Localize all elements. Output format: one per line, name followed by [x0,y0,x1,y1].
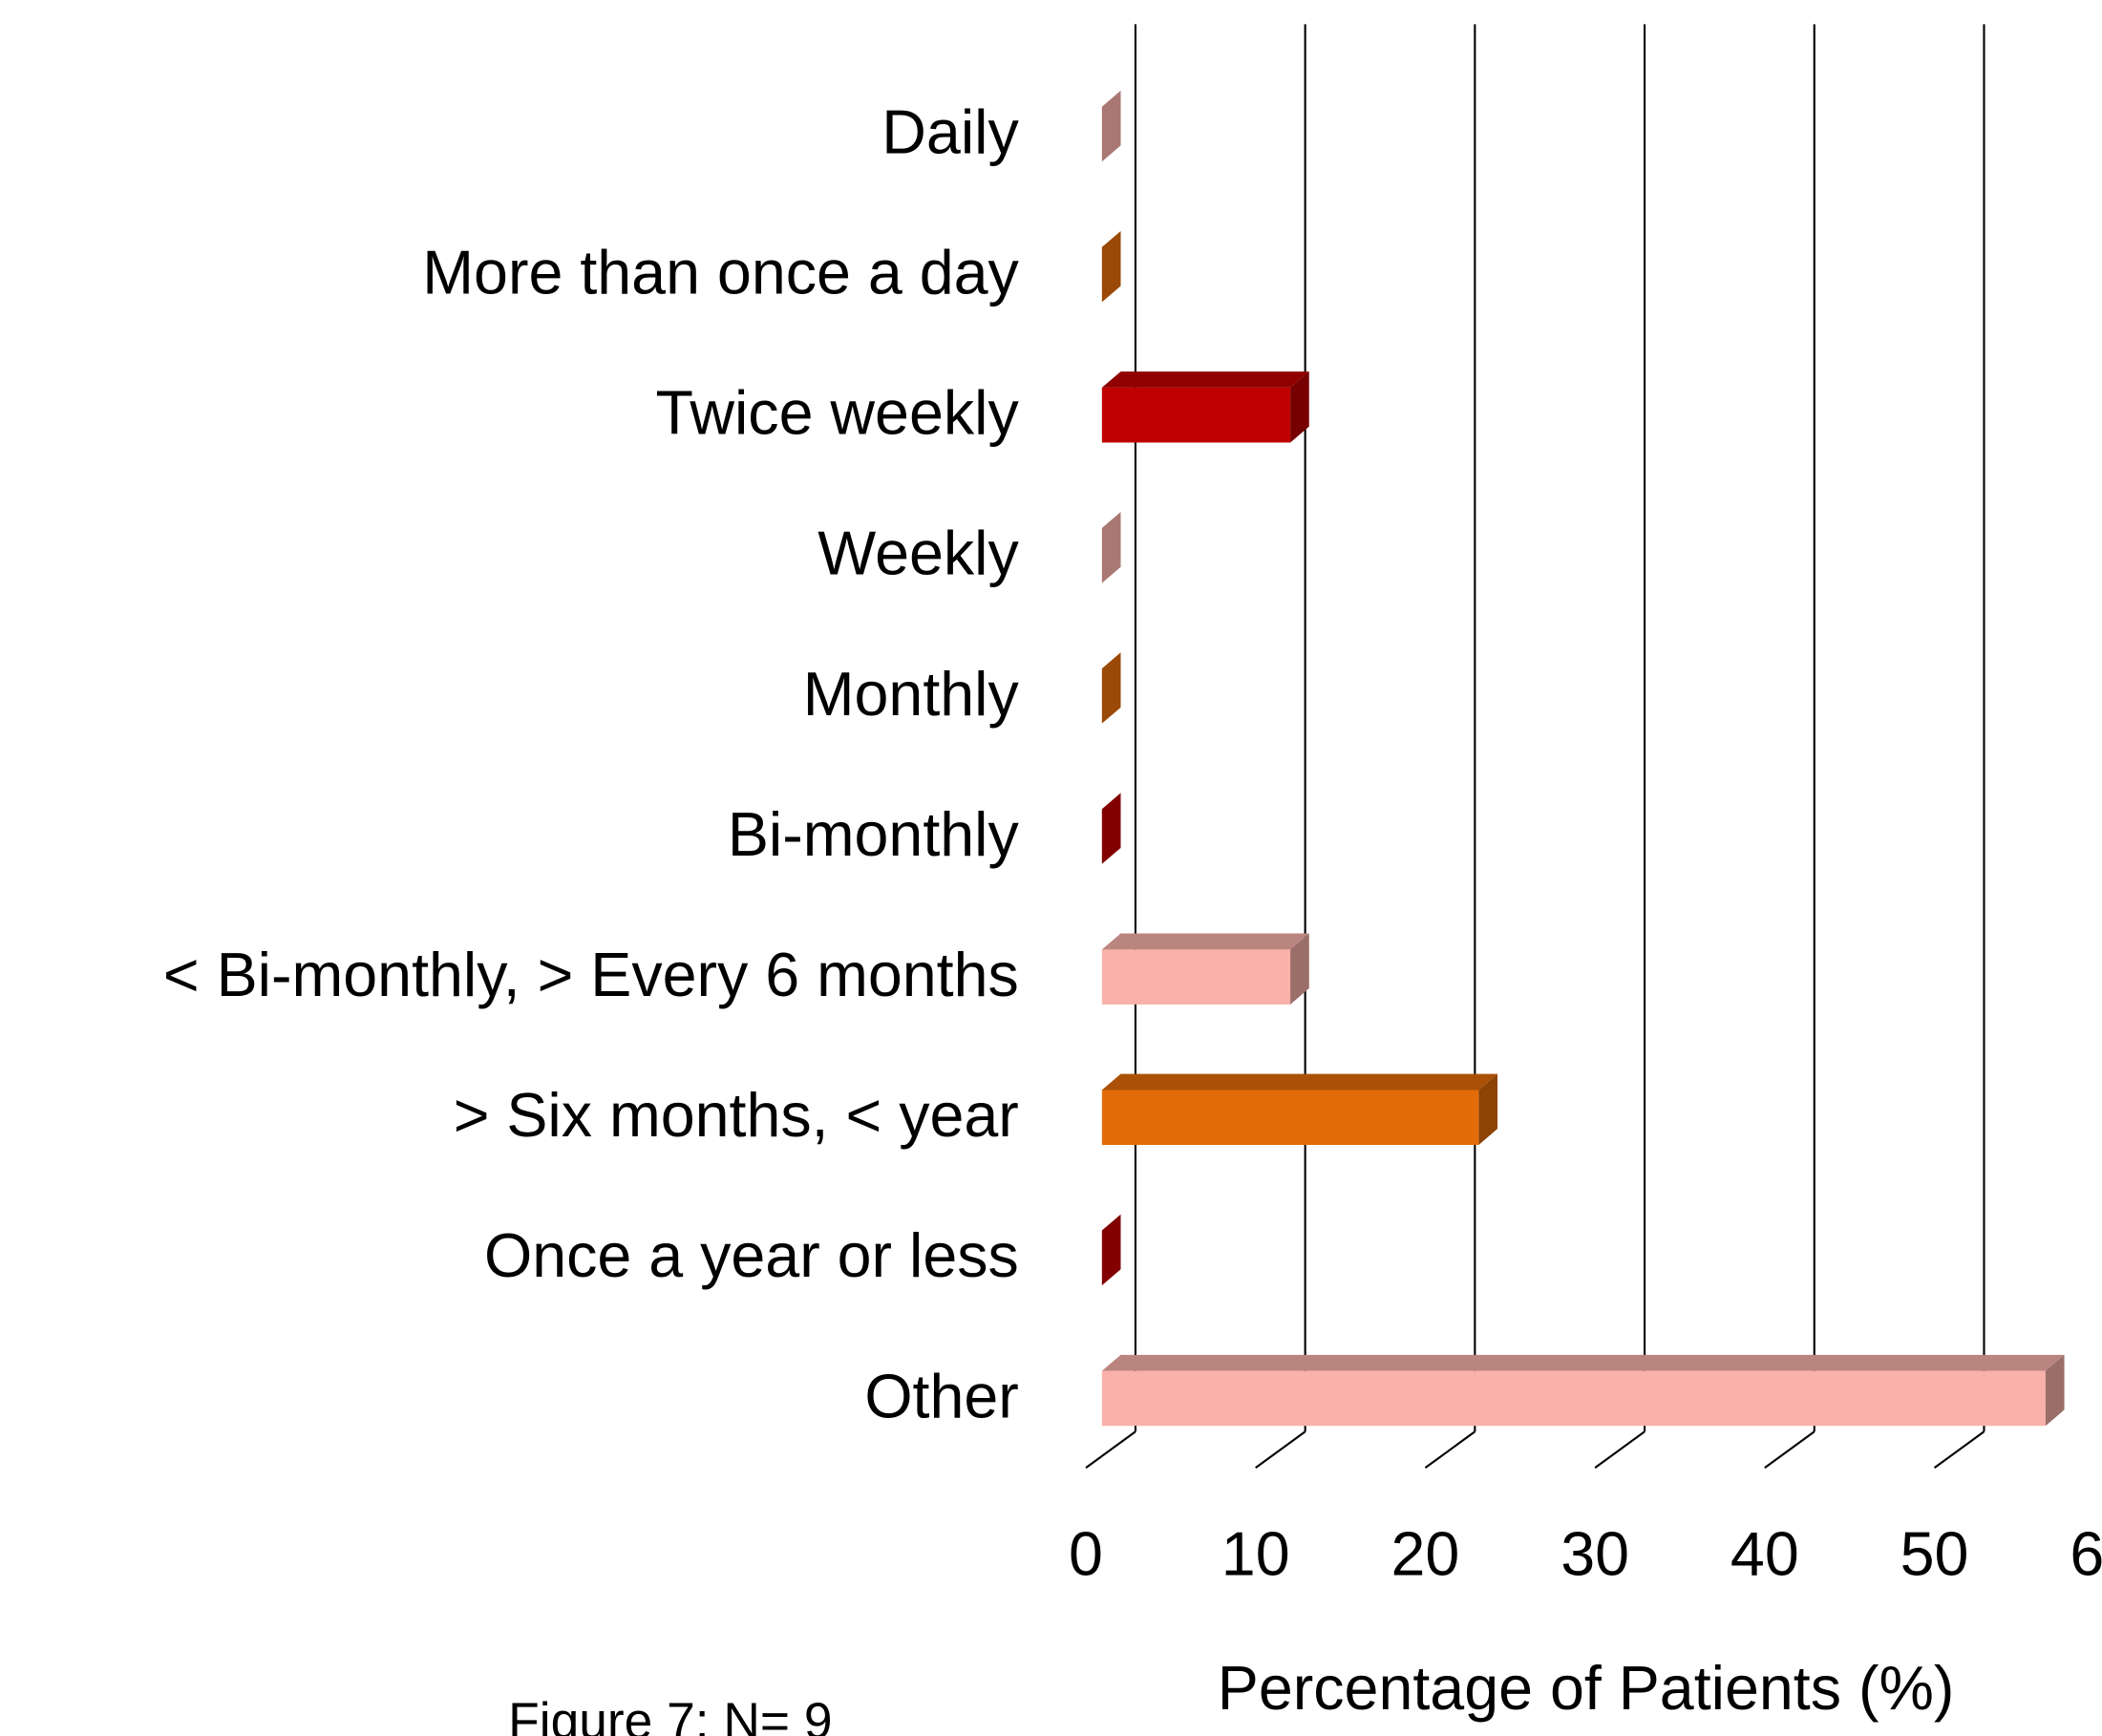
y-tick-label: Once a year or less [484,1221,1019,1290]
floor-line [1764,1430,1815,1470]
bar-side [1290,371,1309,443]
x-tick-label: 40 [1730,1520,1799,1589]
y-tick-label: Bi-monthly [728,800,1020,869]
x-tick-label: 30 [1561,1520,1629,1589]
floor-line [1594,1430,1646,1470]
bar-side [1101,652,1121,724]
floor-line [1424,1430,1476,1470]
bar-side [1478,1073,1498,1146]
bar-side [1101,512,1121,583]
x-tick-label: 20 [1391,1520,1459,1589]
y-tick-label: Twice weekly [655,379,1019,448]
y-tick-label: More than once a day [422,238,1019,307]
caption: Figure 7: N= 9 [508,1694,832,1736]
bar-side [1101,230,1121,303]
y-tick-label: > Six months, < year [454,1081,1019,1150]
y-tick-label: Monthly [803,660,1020,729]
bar [1101,1090,1479,1146]
bar-top [1101,1354,2065,1371]
floor-line [1933,1430,1985,1470]
bar-top [1101,933,1309,950]
bar [1101,1370,2046,1427]
y-tick-label: < Bi-monthly, > Every 6 months [163,941,1019,1009]
floor-line [1085,1430,1136,1470]
x-axis-label: Percentage of Patients (%) [1218,1654,1955,1723]
bar-side [1101,90,1121,162]
x-tick-label: 0 [1069,1520,1103,1589]
bar-side [1101,1214,1121,1286]
bar [1101,387,1291,443]
bar-side [1101,793,1121,864]
x-tick-label: 50 [1900,1520,1969,1589]
bar-side [1290,933,1309,1005]
y-tick-label: Daily [881,97,1019,166]
bar-top [1101,371,1309,388]
x-tick-label: 60 [2070,1520,2102,1589]
y-tick-label: Other [864,1362,1018,1430]
bar-side [2045,1354,2065,1427]
bar [1101,949,1291,1005]
x-tick-label: 10 [1221,1520,1290,1589]
bar-top [1101,1073,1498,1090]
y-tick-label: Weekly [817,519,1019,588]
floor-line [1255,1430,1306,1470]
